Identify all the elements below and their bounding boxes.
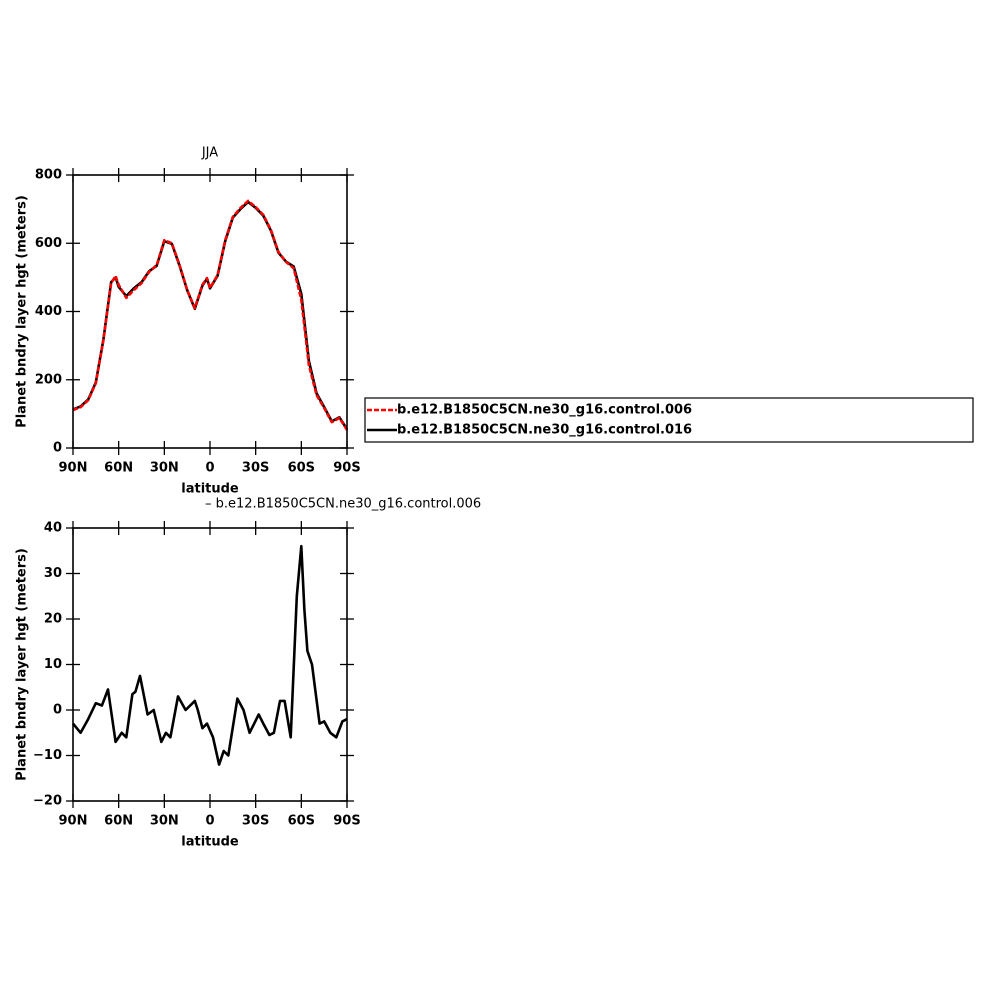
y-tick-label: −10 — [33, 748, 62, 763]
x-tick-label: 90S — [333, 814, 360, 829]
x-tick-label: 60S — [288, 814, 315, 829]
x-tick-label: 30N — [150, 461, 179, 476]
plot-frame — [72, 527, 348, 802]
x-tick-label: 30N — [150, 814, 179, 829]
y-tick-label: 0 — [53, 441, 62, 456]
x-tick-label: 90N — [59, 814, 88, 829]
y-tick-label: 20 — [44, 612, 62, 627]
x-tick-label: 30S — [242, 461, 269, 476]
x-axis-label: latitude — [181, 482, 239, 497]
x-tick-label: 60N — [104, 814, 133, 829]
legend-box — [364, 397, 974, 443]
x-tick-label: 0 — [205, 814, 214, 829]
legend-label: b.e12.B1850C5CN.ne30_g16.control.016 — [397, 423, 692, 438]
y-axis-label: Planet bndry layer hgt (meters) — [15, 548, 30, 781]
y-tick-label: 30 — [44, 566, 62, 581]
chart-title: JJA — [201, 146, 218, 161]
x-tick-label: 30S — [242, 814, 269, 829]
y-tick-label: 0 — [53, 703, 62, 718]
x-tick-label: 90S — [333, 461, 360, 476]
y-tick-label: 400 — [35, 304, 62, 319]
y-tick-label: −20 — [33, 794, 62, 809]
x-tick-label: 60S — [288, 461, 315, 476]
y-tick-label: 800 — [35, 168, 62, 183]
x-tick-label: 90N — [59, 461, 88, 476]
x-tick-label: 0 — [205, 461, 214, 476]
plot-frame — [72, 174, 348, 449]
series-line — [71, 544, 348, 766]
chart-subtitle: – b.e12.B1850C5CN.ne30_g16.control.006 — [205, 497, 481, 512]
series-line — [72, 199, 349, 431]
x-tick-label: 60N — [104, 461, 133, 476]
y-tick-label: 10 — [44, 657, 62, 672]
y-tick-label: 40 — [44, 521, 62, 536]
legend-label: b.e12.B1850C5CN.ne30_g16.control.006 — [397, 403, 692, 418]
series-line — [72, 200, 349, 430]
y-axis-label: Planet bndry layer hgt (meters) — [15, 195, 30, 428]
y-tick-label: 600 — [35, 236, 62, 251]
y-tick-label: 200 — [35, 372, 62, 387]
x-axis-label: latitude — [181, 835, 239, 850]
